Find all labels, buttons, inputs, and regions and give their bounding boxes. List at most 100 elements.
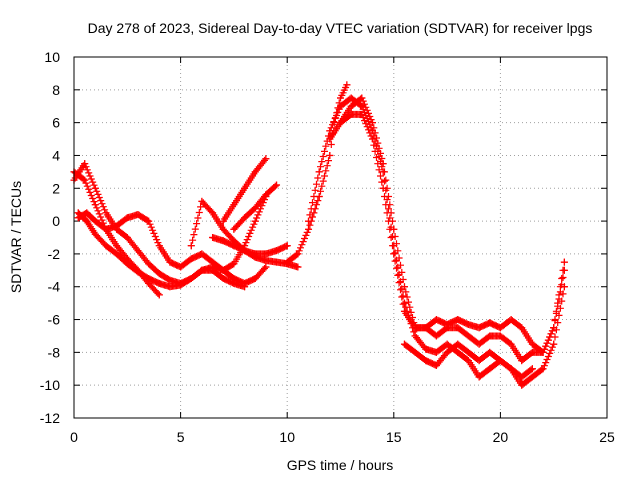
data-point bbox=[198, 197, 206, 205]
data-point bbox=[251, 204, 259, 212]
data-point bbox=[241, 283, 249, 291]
series-markers bbox=[187, 197, 302, 271]
data-point bbox=[411, 348, 419, 356]
data-point bbox=[155, 291, 163, 299]
y-tick-label: -2 bbox=[48, 246, 61, 262]
data-point bbox=[496, 357, 504, 365]
data-point bbox=[432, 332, 440, 340]
data-point bbox=[486, 319, 494, 327]
data-point bbox=[81, 160, 89, 168]
data-point bbox=[475, 373, 483, 381]
data-point bbox=[219, 237, 227, 245]
data-point bbox=[411, 324, 419, 332]
data-point bbox=[113, 250, 121, 258]
data-point bbox=[305, 225, 313, 233]
x-axis-label: GPS time / hours bbox=[287, 457, 394, 473]
data-point bbox=[219, 266, 227, 274]
data-point bbox=[294, 263, 302, 271]
x-tick-label: 25 bbox=[599, 429, 615, 445]
data-point bbox=[326, 151, 334, 159]
plot-frame bbox=[73, 56, 608, 419]
data-point bbox=[145, 217, 153, 225]
data-point bbox=[358, 94, 366, 102]
series-trace-5 bbox=[187, 197, 302, 271]
data-point bbox=[241, 247, 249, 255]
data-point bbox=[134, 247, 142, 255]
data-point bbox=[528, 373, 536, 381]
grid bbox=[74, 57, 607, 418]
data-point bbox=[422, 345, 430, 353]
data-point bbox=[400, 283, 408, 291]
axis-ticks: 0 5 10 15 20 25 -12 -10 -8 -6 -4 -2 0 2 4 6 8 10 bbox=[40, 49, 615, 445]
data-point bbox=[337, 102, 344, 110]
x-tick-label: 10 bbox=[279, 429, 295, 445]
data-point bbox=[241, 214, 249, 222]
data-point bbox=[91, 230, 99, 238]
data-point bbox=[347, 102, 355, 110]
data-point bbox=[155, 242, 163, 250]
data-point bbox=[209, 234, 217, 241]
data-point bbox=[113, 222, 121, 230]
data-point bbox=[464, 357, 472, 365]
data-point bbox=[251, 168, 259, 176]
data-point bbox=[496, 332, 504, 340]
data-point bbox=[560, 258, 568, 266]
data-point bbox=[134, 211, 142, 219]
y-tick-label: -8 bbox=[48, 344, 61, 360]
data-point bbox=[358, 110, 366, 118]
data-point bbox=[273, 181, 281, 189]
data-point bbox=[251, 217, 259, 225]
data-point bbox=[91, 217, 99, 225]
data-point bbox=[209, 266, 217, 274]
data-point bbox=[539, 348, 547, 356]
data-point bbox=[550, 324, 558, 332]
data-point bbox=[145, 275, 153, 283]
data-point bbox=[198, 266, 206, 274]
data-point bbox=[550, 340, 558, 348]
data-point bbox=[230, 260, 238, 268]
data-point bbox=[123, 260, 131, 268]
data-point bbox=[507, 316, 515, 324]
data-point bbox=[273, 258, 281, 266]
data-point bbox=[123, 234, 131, 241]
data-point bbox=[486, 348, 494, 356]
data-point bbox=[262, 250, 270, 258]
data-point bbox=[454, 348, 462, 356]
series-markers bbox=[305, 94, 568, 389]
data-point bbox=[102, 209, 110, 217]
series-trace-7 bbox=[219, 155, 270, 225]
data-point bbox=[166, 258, 174, 266]
data-point bbox=[166, 283, 174, 291]
data-point bbox=[83, 209, 91, 217]
data-point bbox=[432, 361, 440, 369]
data-point bbox=[432, 348, 440, 356]
data-point bbox=[134, 268, 142, 276]
data-point bbox=[273, 247, 281, 255]
data-point bbox=[83, 217, 91, 225]
data-point bbox=[177, 263, 185, 271]
data-point bbox=[422, 324, 430, 332]
data-point bbox=[74, 214, 82, 222]
data-point bbox=[155, 279, 163, 287]
data-point bbox=[454, 324, 462, 332]
series-trace-12 bbox=[337, 94, 568, 356]
data-point bbox=[230, 225, 238, 233]
x-tick-label: 15 bbox=[386, 429, 402, 445]
data-point bbox=[283, 258, 291, 266]
x-tick-label: 0 bbox=[70, 429, 78, 445]
data-point bbox=[305, 217, 313, 225]
data-point bbox=[315, 168, 323, 176]
data-point bbox=[475, 357, 483, 365]
data-point bbox=[560, 266, 568, 274]
data-point bbox=[379, 160, 387, 168]
data-point bbox=[464, 320, 472, 328]
data-point bbox=[219, 217, 227, 225]
data-point bbox=[368, 135, 376, 143]
data-point bbox=[507, 365, 515, 373]
data-point bbox=[347, 94, 355, 102]
data-point bbox=[91, 184, 99, 192]
y-tick-label: -6 bbox=[48, 312, 61, 328]
data-point bbox=[102, 242, 110, 250]
y-tick-label: 10 bbox=[44, 49, 60, 65]
